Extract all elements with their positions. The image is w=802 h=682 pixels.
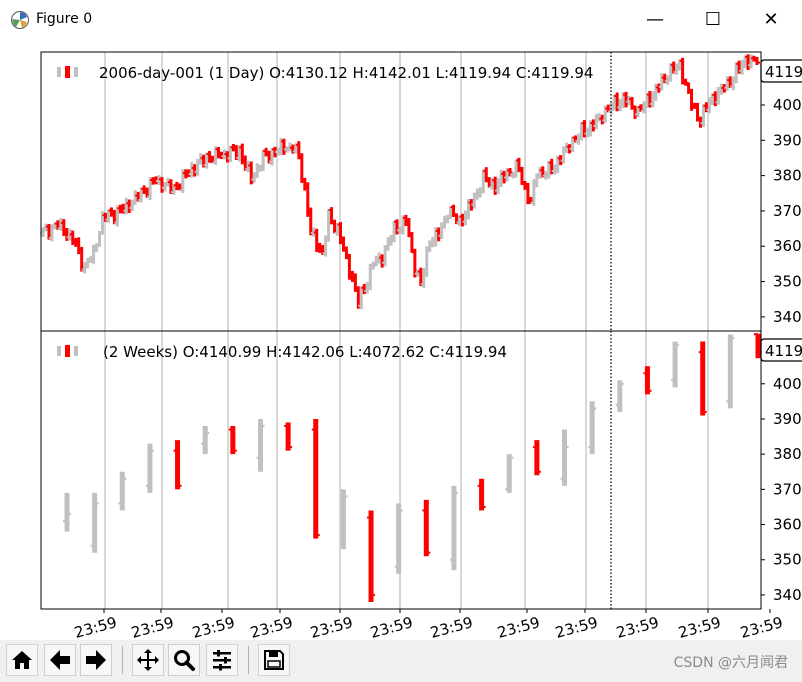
close-icon: ✕ bbox=[763, 9, 779, 30]
legend-handle bbox=[57, 346, 61, 356]
daily-ohlc-panel: 340 350 360 370 380 390 400 4119 2006-day-001 (1… bbox=[40, 51, 802, 332]
zoom-icon bbox=[174, 650, 195, 671]
last-value-label: 4119 bbox=[765, 342, 802, 360]
save-button[interactable] bbox=[258, 644, 290, 676]
save-icon bbox=[264, 650, 284, 670]
x-tick-label: 23:59 bbox=[676, 613, 722, 640]
legend-text: (2 Weeks) O:4140.99 H:4142.06 L:4072.62 … bbox=[103, 343, 507, 361]
configure-subplots-icon bbox=[213, 650, 231, 671]
last-value-tag bbox=[760, 59, 802, 83]
watermark: CSDN @六月闻君 bbox=[673, 655, 788, 671]
home-button[interactable] bbox=[6, 644, 38, 676]
x-tick-label: 23:59 bbox=[368, 613, 414, 640]
close-button[interactable]: ✕ bbox=[748, 6, 794, 34]
figure-canvas[interactable]: 340 350 360 370 380 390 400 4119 2006-day-001 (1… bbox=[0, 40, 802, 640]
last-value-tag bbox=[760, 338, 802, 362]
toolbar-separator bbox=[248, 646, 249, 674]
x-tick-label: 23:59 bbox=[428, 613, 474, 640]
configure-subplots-button[interactable] bbox=[206, 644, 238, 676]
last-value-label: 4119 bbox=[765, 63, 802, 81]
matplotlib-app-icon bbox=[11, 11, 29, 29]
y-tick-label: 370 bbox=[773, 202, 802, 220]
zoom-button[interactable] bbox=[168, 644, 200, 676]
forward-button[interactable] bbox=[80, 644, 112, 676]
y-tick-label: 390 bbox=[773, 131, 802, 149]
navigation-toolbar bbox=[0, 640, 802, 682]
legend-handle bbox=[65, 66, 70, 78]
x-tick-label: 23:59 bbox=[129, 613, 175, 640]
maximize-icon: ☐ bbox=[704, 9, 722, 30]
x-tick-label: 23:59 bbox=[495, 613, 541, 640]
y-tick-label: 360 bbox=[773, 516, 802, 534]
maximize-button[interactable]: ☐ bbox=[690, 6, 736, 34]
back-button[interactable] bbox=[44, 644, 76, 676]
x-tick-label: 23:59 bbox=[308, 613, 354, 640]
minimize-button[interactable]: — bbox=[632, 6, 678, 34]
toolbar-separator bbox=[122, 646, 123, 674]
y-tick-label: 340 bbox=[773, 586, 802, 604]
y-tick-label: 350 bbox=[773, 273, 802, 291]
y-tick-label: 360 bbox=[773, 237, 802, 255]
y-tick-label: 380 bbox=[773, 167, 802, 185]
legend-text: 2006-day-001 (1 Day) O:4130.12 H:4142.01… bbox=[99, 64, 593, 82]
home-icon bbox=[12, 651, 32, 669]
legend-handle bbox=[65, 345, 70, 357]
legend-handle bbox=[74, 346, 78, 356]
y-tick-label: 400 bbox=[773, 96, 802, 114]
window-titlebar: Figure 0 — ☐ ✕ bbox=[0, 0, 802, 40]
forward-icon bbox=[86, 650, 106, 670]
x-tick-label: 23:59 bbox=[553, 613, 599, 640]
axes-frame bbox=[40, 330, 762, 610]
y-tick-label: 370 bbox=[773, 480, 802, 498]
legend-handle bbox=[74, 67, 78, 77]
window-title: Figure 0 bbox=[36, 11, 93, 27]
y-tick-label: 350 bbox=[773, 551, 802, 569]
legend-handle bbox=[57, 67, 61, 77]
x-tick-label: 23:59 bbox=[72, 613, 118, 640]
y-tick-label: 390 bbox=[773, 410, 802, 428]
x-tick-label: 23:59 bbox=[738, 613, 784, 640]
x-tick-label: 23:59 bbox=[614, 613, 660, 640]
y-tick-label: 340 bbox=[773, 308, 802, 326]
x-tick-label: 23:59 bbox=[248, 613, 294, 640]
back-icon bbox=[50, 650, 70, 670]
pan-icon bbox=[137, 649, 159, 671]
minimize-icon: — bbox=[646, 9, 664, 30]
pan-button[interactable] bbox=[132, 644, 164, 676]
y-tick-label: 400 bbox=[773, 375, 802, 393]
y-tick-label: 380 bbox=[773, 445, 802, 463]
weekly-ohlc-panel: 340 350 360 370 380 390 400 4119 (2 Weeks) O:414… bbox=[40, 330, 802, 610]
x-tick-label: 23:59 bbox=[190, 613, 236, 640]
